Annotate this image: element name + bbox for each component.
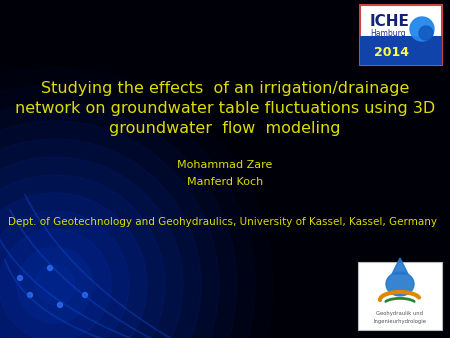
Circle shape bbox=[18, 275, 22, 281]
Circle shape bbox=[0, 103, 237, 338]
FancyBboxPatch shape bbox=[358, 262, 442, 330]
Circle shape bbox=[58, 303, 63, 308]
Circle shape bbox=[35, 265, 75, 305]
Circle shape bbox=[0, 157, 183, 338]
Circle shape bbox=[0, 121, 219, 338]
Text: Mohammad Zare: Mohammad Zare bbox=[177, 160, 273, 170]
Circle shape bbox=[0, 175, 165, 338]
Circle shape bbox=[419, 26, 433, 40]
Text: groundwater  flow  modeling: groundwater flow modeling bbox=[109, 121, 341, 136]
Circle shape bbox=[27, 292, 32, 297]
Text: Manferd Koch: Manferd Koch bbox=[187, 177, 263, 187]
FancyBboxPatch shape bbox=[360, 36, 442, 65]
Circle shape bbox=[0, 139, 201, 338]
Text: Dept. of Geotechnology and Geohydraulics, University of Kassel, Kassel, Germany: Dept. of Geotechnology and Geohydraulics… bbox=[8, 217, 437, 227]
Text: Ingenieurhydrologie: Ingenieurhydrologie bbox=[374, 319, 427, 324]
Circle shape bbox=[0, 193, 147, 338]
Text: ICHE: ICHE bbox=[370, 14, 410, 28]
Text: Geohydraulik und: Geohydraulik und bbox=[377, 312, 423, 316]
Circle shape bbox=[48, 266, 53, 270]
Text: network on groundwater table fluctuations using 3D: network on groundwater table fluctuation… bbox=[15, 100, 435, 116]
Circle shape bbox=[82, 292, 87, 297]
Polygon shape bbox=[392, 258, 408, 274]
Circle shape bbox=[0, 211, 129, 338]
FancyBboxPatch shape bbox=[360, 5, 442, 65]
Polygon shape bbox=[386, 272, 414, 296]
Circle shape bbox=[17, 247, 93, 323]
Circle shape bbox=[410, 17, 434, 41]
Text: Hamburg: Hamburg bbox=[370, 28, 405, 38]
Text: Studying the effects  of an irrigation/drainage: Studying the effects of an irrigation/dr… bbox=[41, 80, 409, 96]
Text: 2014: 2014 bbox=[374, 47, 409, 59]
Circle shape bbox=[0, 229, 111, 338]
